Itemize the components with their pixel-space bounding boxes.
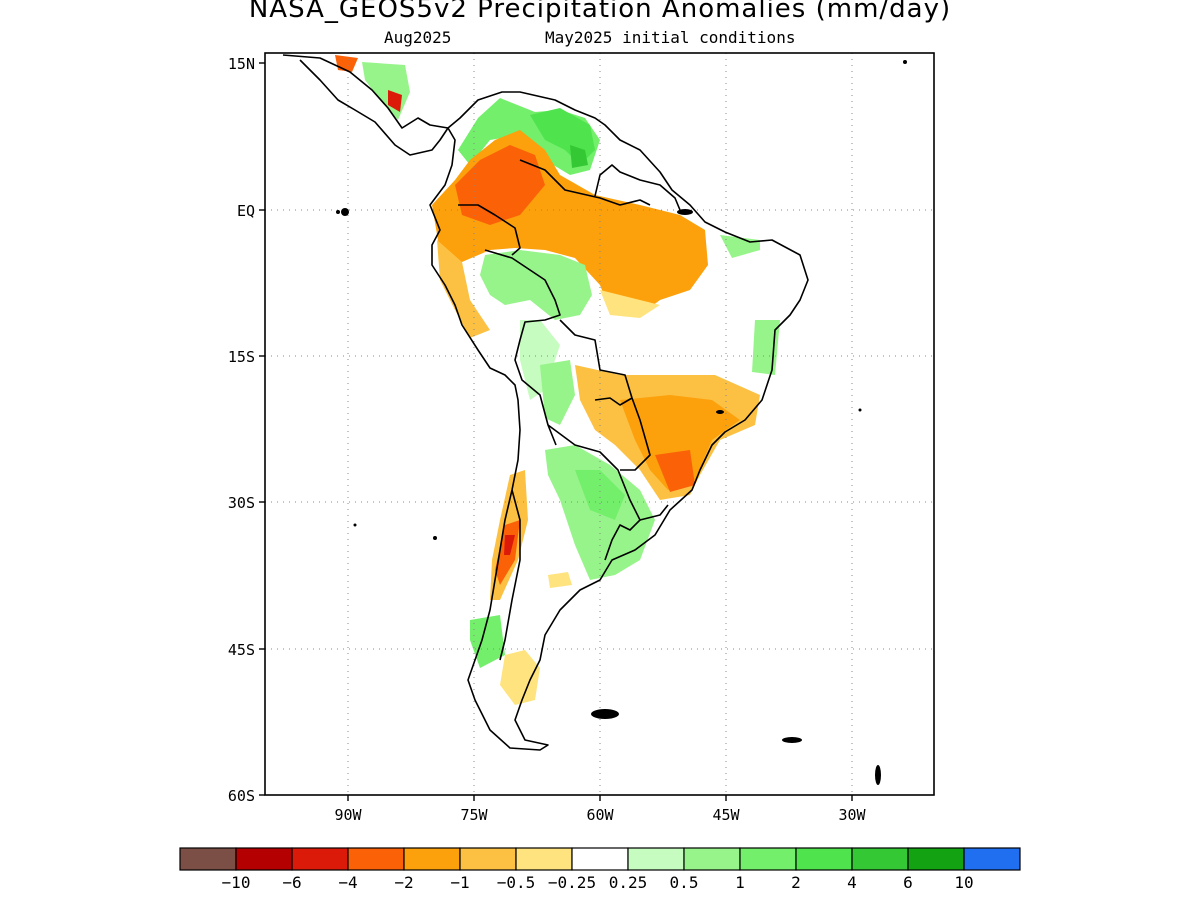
colorbar-tick-label: −0.5 — [497, 873, 536, 892]
latitude-labels: 15N EQ 15S 30S 45S 60S — [228, 55, 255, 805]
colorbar-swatch — [459, 847, 517, 871]
colorbar-tick-label: −4 — [338, 873, 357, 892]
colorbar-swatch — [851, 847, 909, 871]
colorbar-tick-label: 0.25 — [609, 873, 648, 892]
lon-tick-label: 90W — [334, 806, 362, 824]
colorbar-swatch — [347, 847, 405, 871]
colorbar-swatch — [571, 847, 629, 871]
lat-tick-label: 60S — [228, 787, 255, 805]
colorbar-tick-label: 6 — [903, 873, 913, 892]
lon-tick-label: 45W — [712, 806, 740, 824]
lat-tick-label: 45S — [228, 641, 255, 659]
coastline-and-borders — [282, 54, 809, 751]
colorbar-swatch — [235, 847, 293, 871]
initial-conditions-label: May2025 initial conditions — [545, 28, 796, 47]
colorbar-swatch — [515, 847, 573, 871]
colorbar-swatch — [291, 847, 349, 871]
colorbar-swatch — [403, 847, 461, 871]
longitude-labels: 90W 75W 60W 45W 30W — [334, 806, 866, 824]
anomaly-shading — [335, 55, 780, 705]
lat-tick-label: 30S — [228, 494, 255, 512]
colorbar-swatch — [739, 847, 797, 871]
islands — [336, 60, 907, 785]
colorbar-tick-label: 10 — [954, 873, 973, 892]
lat-tick-label: 15N — [228, 55, 255, 73]
lon-tick-label: 75W — [460, 806, 488, 824]
colorbar-swatch — [179, 847, 237, 871]
colorbar-tick-label: 1 — [735, 873, 745, 892]
colorbar-tick-label: 0.5 — [670, 873, 699, 892]
colorbar-swatch — [963, 847, 1021, 871]
lat-lon-gridlines — [265, 53, 934, 795]
valid-month-label: Aug2025 — [384, 28, 452, 47]
colorbar-tick-label: −2 — [394, 873, 413, 892]
colorbar-tick-label: −6 — [282, 873, 301, 892]
colorbar-tick-label: 2 — [791, 873, 801, 892]
lon-tick-label: 60W — [586, 806, 614, 824]
lon-tick-label: 30W — [838, 806, 866, 824]
map-frame — [259, 52, 935, 801]
colorbar-labels: −10 −6 −4 −2 −1 −0.5 −0.25 0.25 0.5 1 2 4 6 10 — [222, 873, 974, 892]
colorbar-swatch — [627, 847, 685, 871]
colorbar-swatch — [907, 847, 965, 871]
colorbar-tick-label: 4 — [847, 873, 857, 892]
lat-tick-label: 15S — [228, 348, 255, 366]
map-title: NASA_GEOS5v2 Precipitation Anomalies (mm… — [248, 0, 952, 24]
colorbar-swatch — [795, 847, 853, 871]
colorbar — [179, 847, 1021, 871]
colorbar-tick-label: −0.25 — [548, 873, 596, 892]
colorbar-swatch — [683, 847, 741, 871]
colorbar-tick-label: −10 — [222, 873, 251, 892]
lat-tick-label: EQ — [237, 202, 255, 220]
colorbar-tick-label: −1 — [450, 873, 469, 892]
